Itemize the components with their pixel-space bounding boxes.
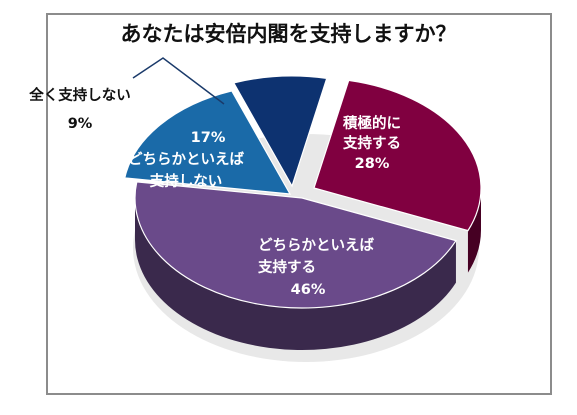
slice-value-oppose: 9%	[68, 116, 93, 132]
chart-title: あなたは安倍内閣を支持しますか？	[120, 22, 457, 46]
slice-label-oppose: 全く支持しない	[28, 86, 131, 104]
pie-wall-somewhat-support	[135, 198, 456, 351]
pie-slice-somewhat-oppose	[124, 90, 292, 195]
pie-wall-active-support	[467, 188, 482, 273]
slice-label-active-support: 積極的に	[342, 114, 401, 132]
slice-label-somewhat-oppose: 支持しない	[150, 172, 223, 190]
pie-slice-oppose	[232, 75, 328, 188]
slice-value-somewhat-oppose: 17%	[191, 130, 226, 146]
slice-value-active-support: 28%	[355, 156, 390, 172]
pie-slice-active-support	[313, 79, 482, 232]
slice-value-somewhat-support: 46%	[291, 282, 326, 298]
slice-label-somewhat-support: 支持する	[258, 258, 316, 276]
pie-slice-somewhat-support	[134, 181, 457, 309]
slice-label-somewhat-oppose: どちらかといえば	[128, 151, 244, 168]
leader-line	[132, 57, 225, 105]
slice-label-active-support: 支持する	[343, 134, 401, 152]
slice-label-somewhat-support: どちらかといえば	[258, 237, 374, 254]
